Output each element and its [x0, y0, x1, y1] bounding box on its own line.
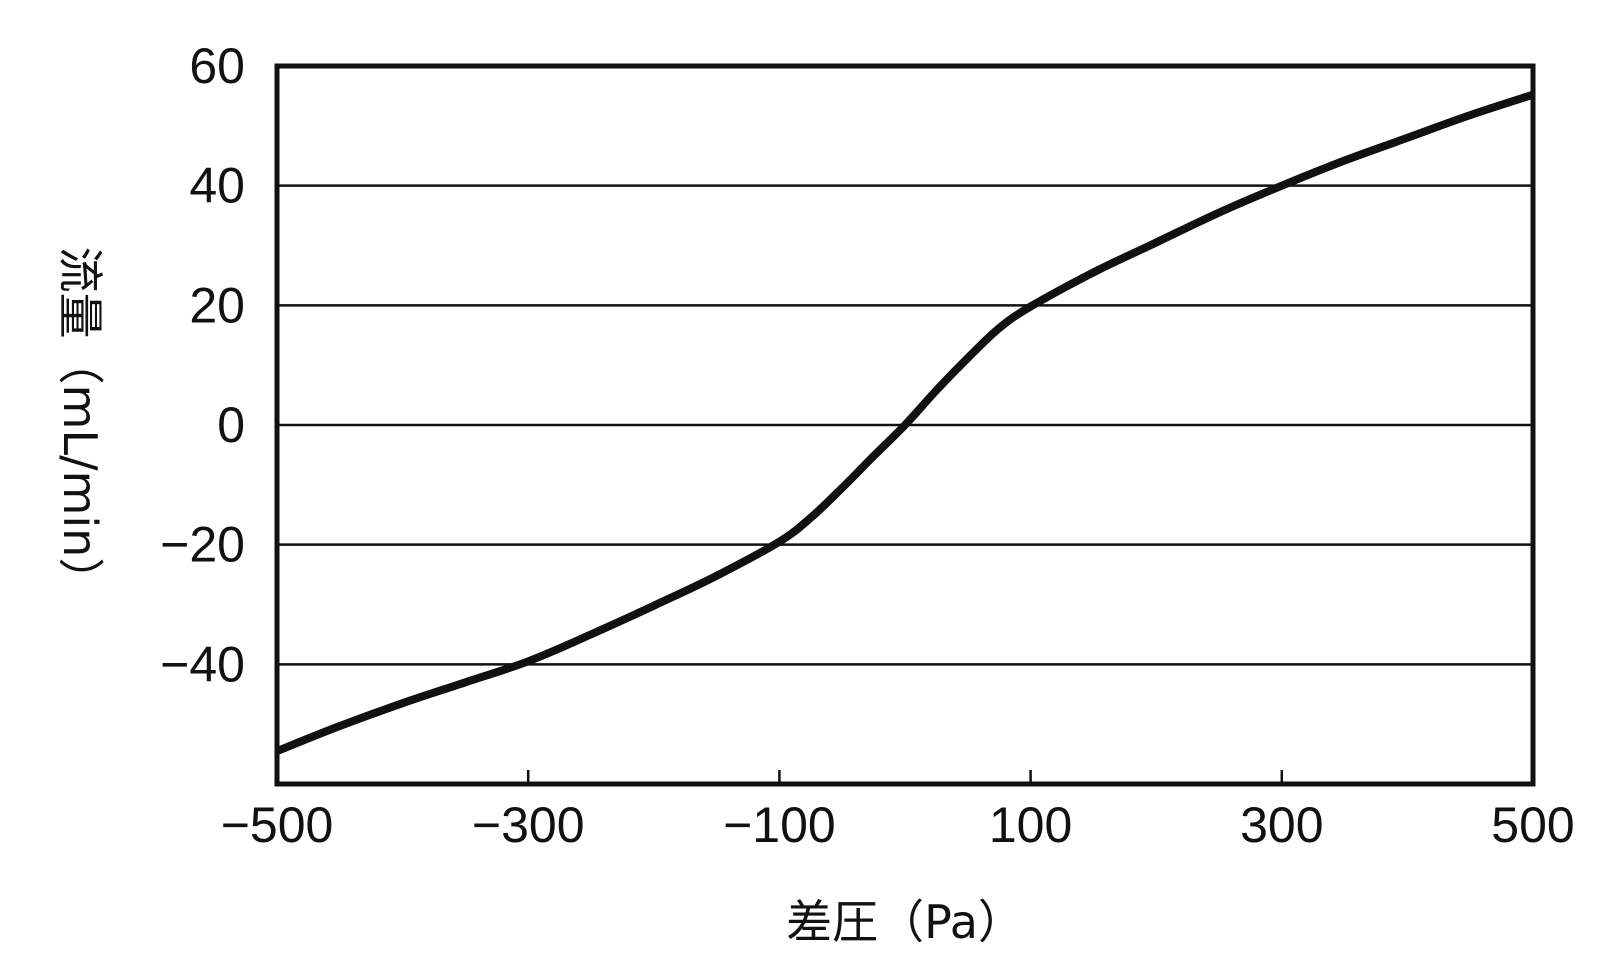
y-tick-label: 40: [189, 158, 245, 214]
series-line: [275, 90, 1535, 755]
x-tick-labels: −500 −300 −100 100 300 500: [221, 797, 1575, 853]
series-layer: [275, 90, 1535, 755]
y-tick-label: −20: [160, 517, 245, 573]
x-tick-label: −300: [472, 797, 585, 853]
x-tick-label: 500: [1491, 797, 1574, 853]
y-tick-label: 20: [189, 277, 245, 333]
x-tick-label: −500: [221, 797, 334, 853]
y-tick-label: 60: [189, 38, 245, 94]
x-tick-label: −100: [723, 797, 836, 853]
x-tick-label: 300: [1240, 797, 1323, 853]
x-tick-label: 100: [989, 797, 1072, 853]
y-tick-label: −40: [160, 636, 245, 692]
y-tick-labels: 60 40 20 0 −20 −40: [160, 38, 245, 692]
plot-frame: [274, 63, 1536, 787]
y-axis-title: 流量（mL/min）: [53, 247, 107, 604]
x-axis-title: 差圧（Pa）: [786, 895, 1024, 949]
y-tick-label: 0: [217, 397, 245, 453]
